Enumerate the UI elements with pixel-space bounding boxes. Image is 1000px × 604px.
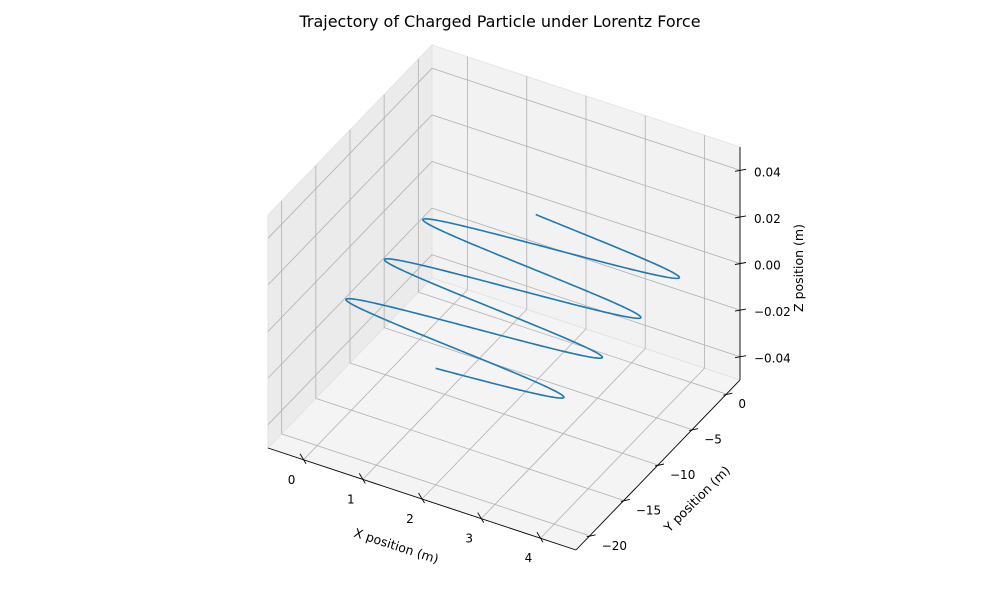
y-tick: [689, 428, 699, 432]
z-tick: [734, 215, 747, 219]
grid-z-left: [267, 68, 433, 239]
y-tick-label: −5: [704, 433, 722, 447]
z-tick: [734, 308, 747, 312]
z-tick-label: −0.04: [754, 352, 791, 366]
y-tick-label: −10: [670, 468, 695, 482]
z-tick-label: 0.02: [754, 212, 781, 226]
y-tick: [654, 463, 665, 467]
y-tick: [723, 392, 733, 396]
z-tick: [734, 168, 747, 172]
x-tick: [477, 512, 485, 523]
grid-y-floor: [315, 398, 624, 501]
grid-y-floor: [281, 433, 590, 537]
x-tick-label: 1: [347, 492, 355, 506]
y-tick: [620, 498, 630, 502]
grid-z-left: [267, 254, 433, 425]
grid-y-floor: [418, 291, 727, 395]
x-tick: [536, 531, 544, 543]
z-tick: [734, 262, 747, 265]
z-tick-label: 0.04: [754, 165, 781, 179]
grid-z-back: [431, 114, 741, 218]
x-tick-label: 0: [288, 473, 296, 487]
x-tick: [418, 492, 425, 504]
grid-z-left: [267, 114, 433, 286]
x-tick: [358, 473, 366, 484]
chart-title: Trajectory of Charged Particle under Lor…: [299, 12, 701, 31]
y-tick: [586, 534, 596, 538]
series-line-0: [345, 213, 681, 399]
grid-z-back: [431, 161, 741, 264]
x-tick: [299, 453, 307, 465]
data-series: [345, 213, 681, 399]
grid-z-back: [431, 67, 741, 171]
grid-y-floor: [384, 327, 693, 430]
grid-z-back: [431, 254, 741, 358]
z-axis-label: Z position (m): [791, 224, 806, 312]
z-tick-label: −0.02: [754, 305, 791, 319]
y-tick-label: 0: [738, 397, 746, 411]
y-tick-label: −20: [602, 539, 627, 553]
x-tick-label: 3: [465, 532, 473, 546]
y-tick-label: −15: [636, 503, 661, 517]
x-tick-label: 2: [406, 512, 414, 526]
axis-ticks: 0 1 2 3 4 0 −5 −10 −15 −20 0.04 0.02 0.00 −0.02 −0.04: [288, 165, 791, 565]
z-tick-label: 0.00: [754, 259, 781, 273]
z-tick: [734, 355, 747, 359]
grid-y-floor: [349, 362, 659, 466]
x-axis-label: X position (m): [352, 525, 440, 566]
grid-z-back: [431, 207, 741, 311]
x-tick-label: 4: [525, 551, 533, 565]
grid-z-left: [267, 161, 433, 332]
grid-z-left: [267, 207, 433, 379]
